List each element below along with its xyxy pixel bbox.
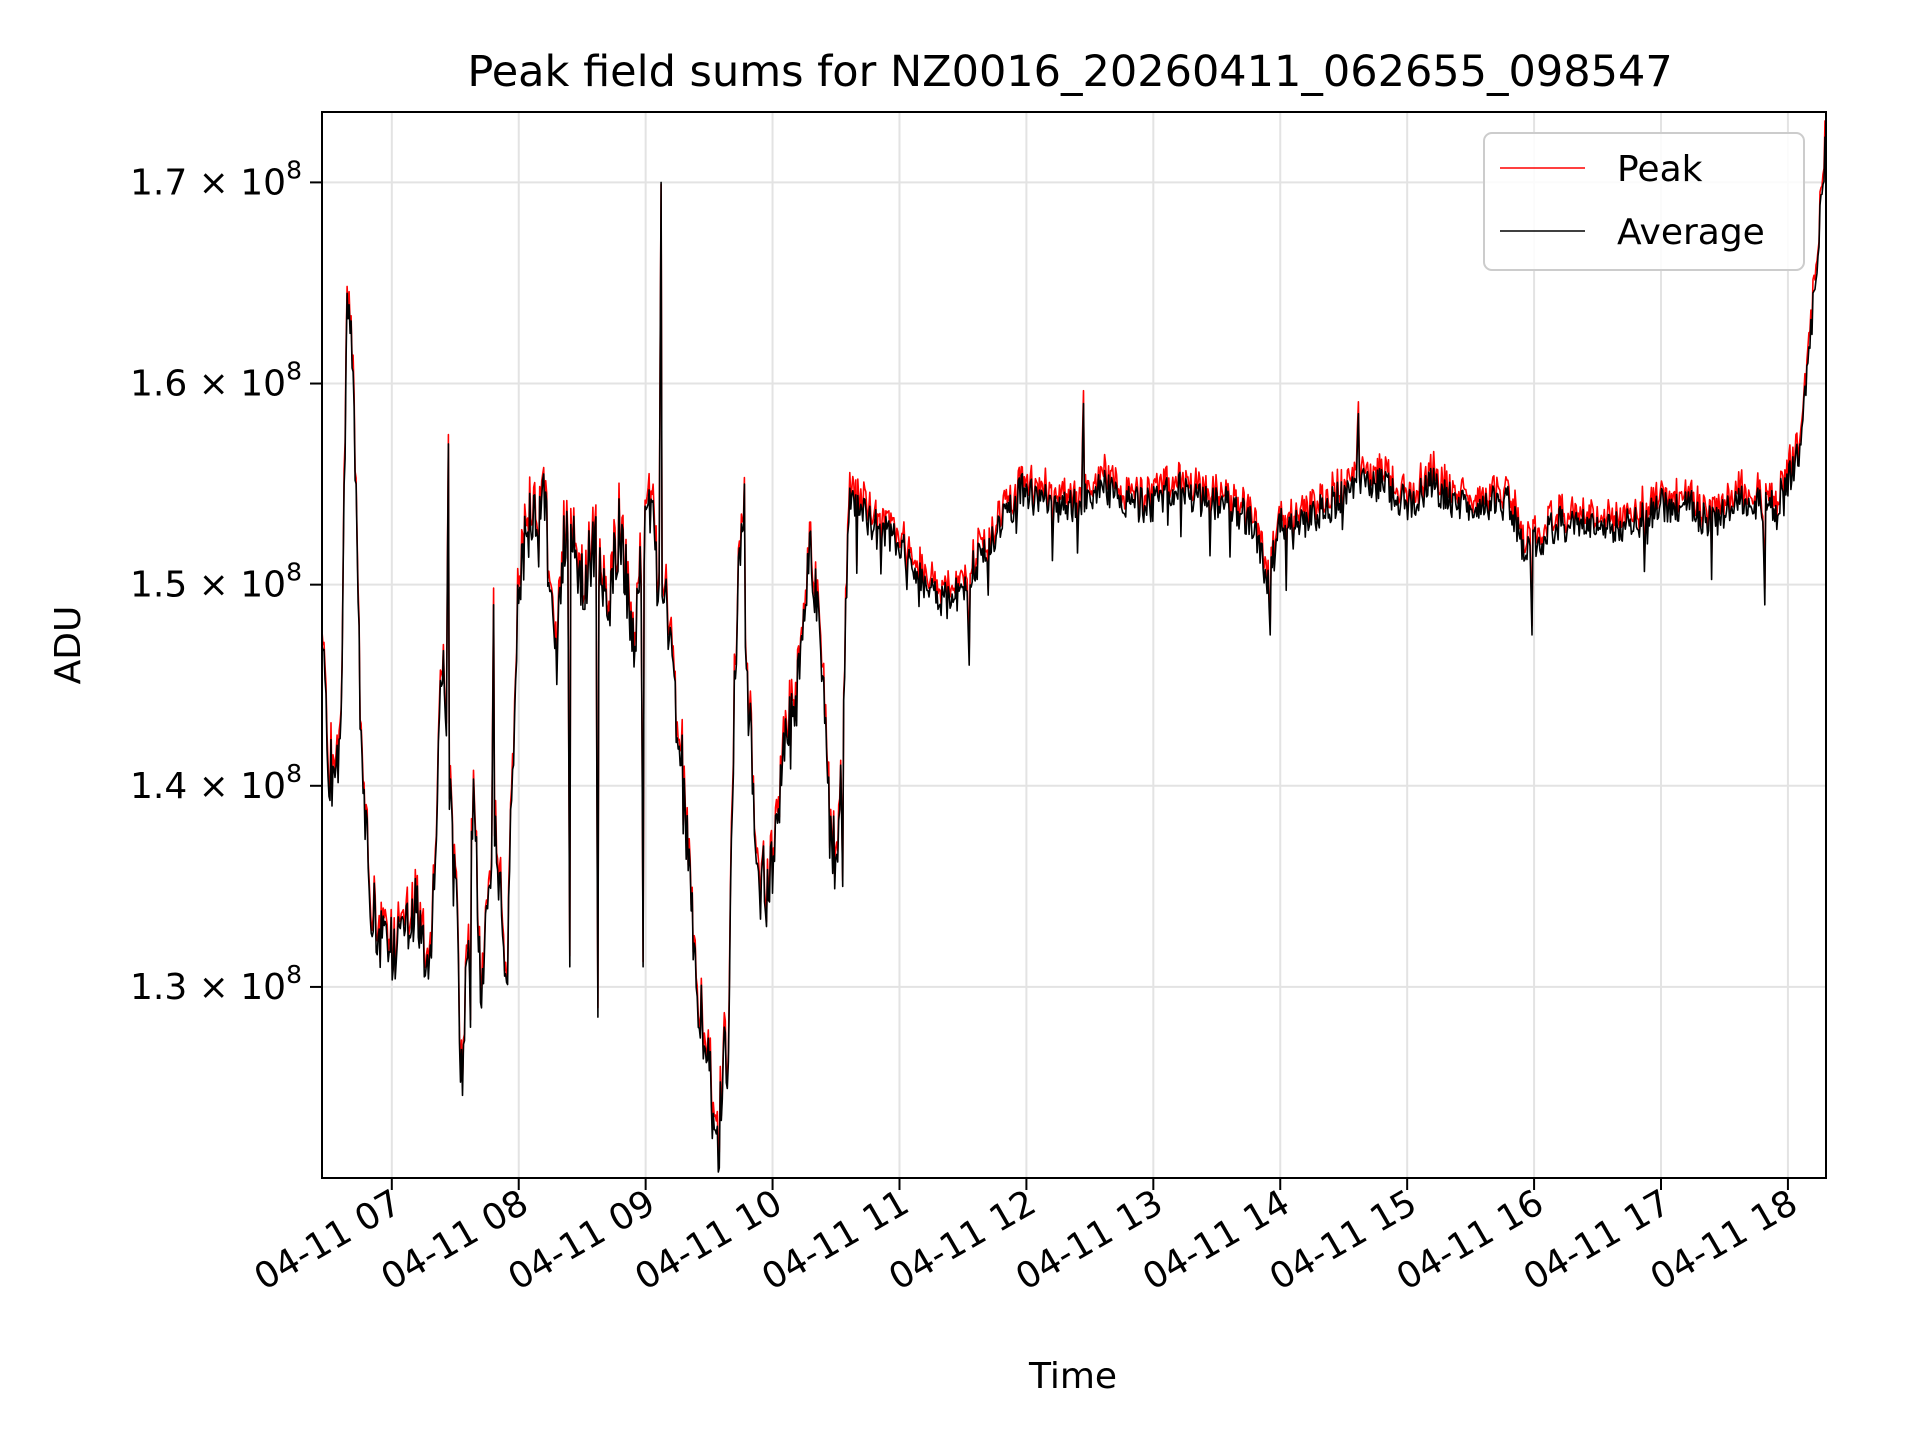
- y-tick-label: 1.4 × 108: [130, 759, 302, 807]
- plot-area-frame: [321, 111, 1827, 1179]
- y-tick-mantissa: 1.4: [130, 766, 199, 807]
- y-tick-exponent: 8: [286, 759, 302, 788]
- y-tick-base: × 10: [199, 967, 286, 1008]
- y-axis-title: ADU: [48, 606, 89, 685]
- y-tick-label: 1.7 × 108: [130, 155, 302, 203]
- series-average: [321, 136, 1827, 1173]
- legend: Peak Average: [1483, 132, 1805, 271]
- y-tick-label: 1.6 × 108: [130, 357, 302, 405]
- y-tick-exponent: 8: [286, 155, 302, 184]
- y-tick-mantissa: 1.5: [130, 565, 199, 606]
- legend-average-label: Average: [1617, 212, 1765, 253]
- chart-title: Peak field sums for NZ0016_20260411_0626…: [467, 47, 1672, 97]
- series-line-average: [321, 136, 1827, 1173]
- grid-lines: [322, 112, 1826, 1178]
- y-tick-label: 1.3 × 108: [130, 960, 302, 1008]
- y-tick-exponent: 8: [286, 960, 302, 989]
- y-tick-mantissa: 1.3: [130, 967, 199, 1008]
- y-tick-mantissa: 1.6: [130, 364, 199, 405]
- y-tick-base: × 10: [199, 162, 286, 203]
- y-tick-base: × 10: [199, 766, 286, 807]
- legend-peak-label: Peak: [1617, 149, 1703, 190]
- x-axis-title: Time: [1028, 1356, 1117, 1397]
- y-tick-exponent: 8: [286, 558, 302, 587]
- y-tick-base: × 10: [199, 364, 286, 405]
- y-tick-base: × 10: [199, 565, 286, 606]
- y-tick-mantissa: 1.7: [130, 162, 199, 203]
- y-tick-label: 1.5 × 108: [130, 558, 302, 606]
- y-tick-exponent: 8: [286, 357, 302, 386]
